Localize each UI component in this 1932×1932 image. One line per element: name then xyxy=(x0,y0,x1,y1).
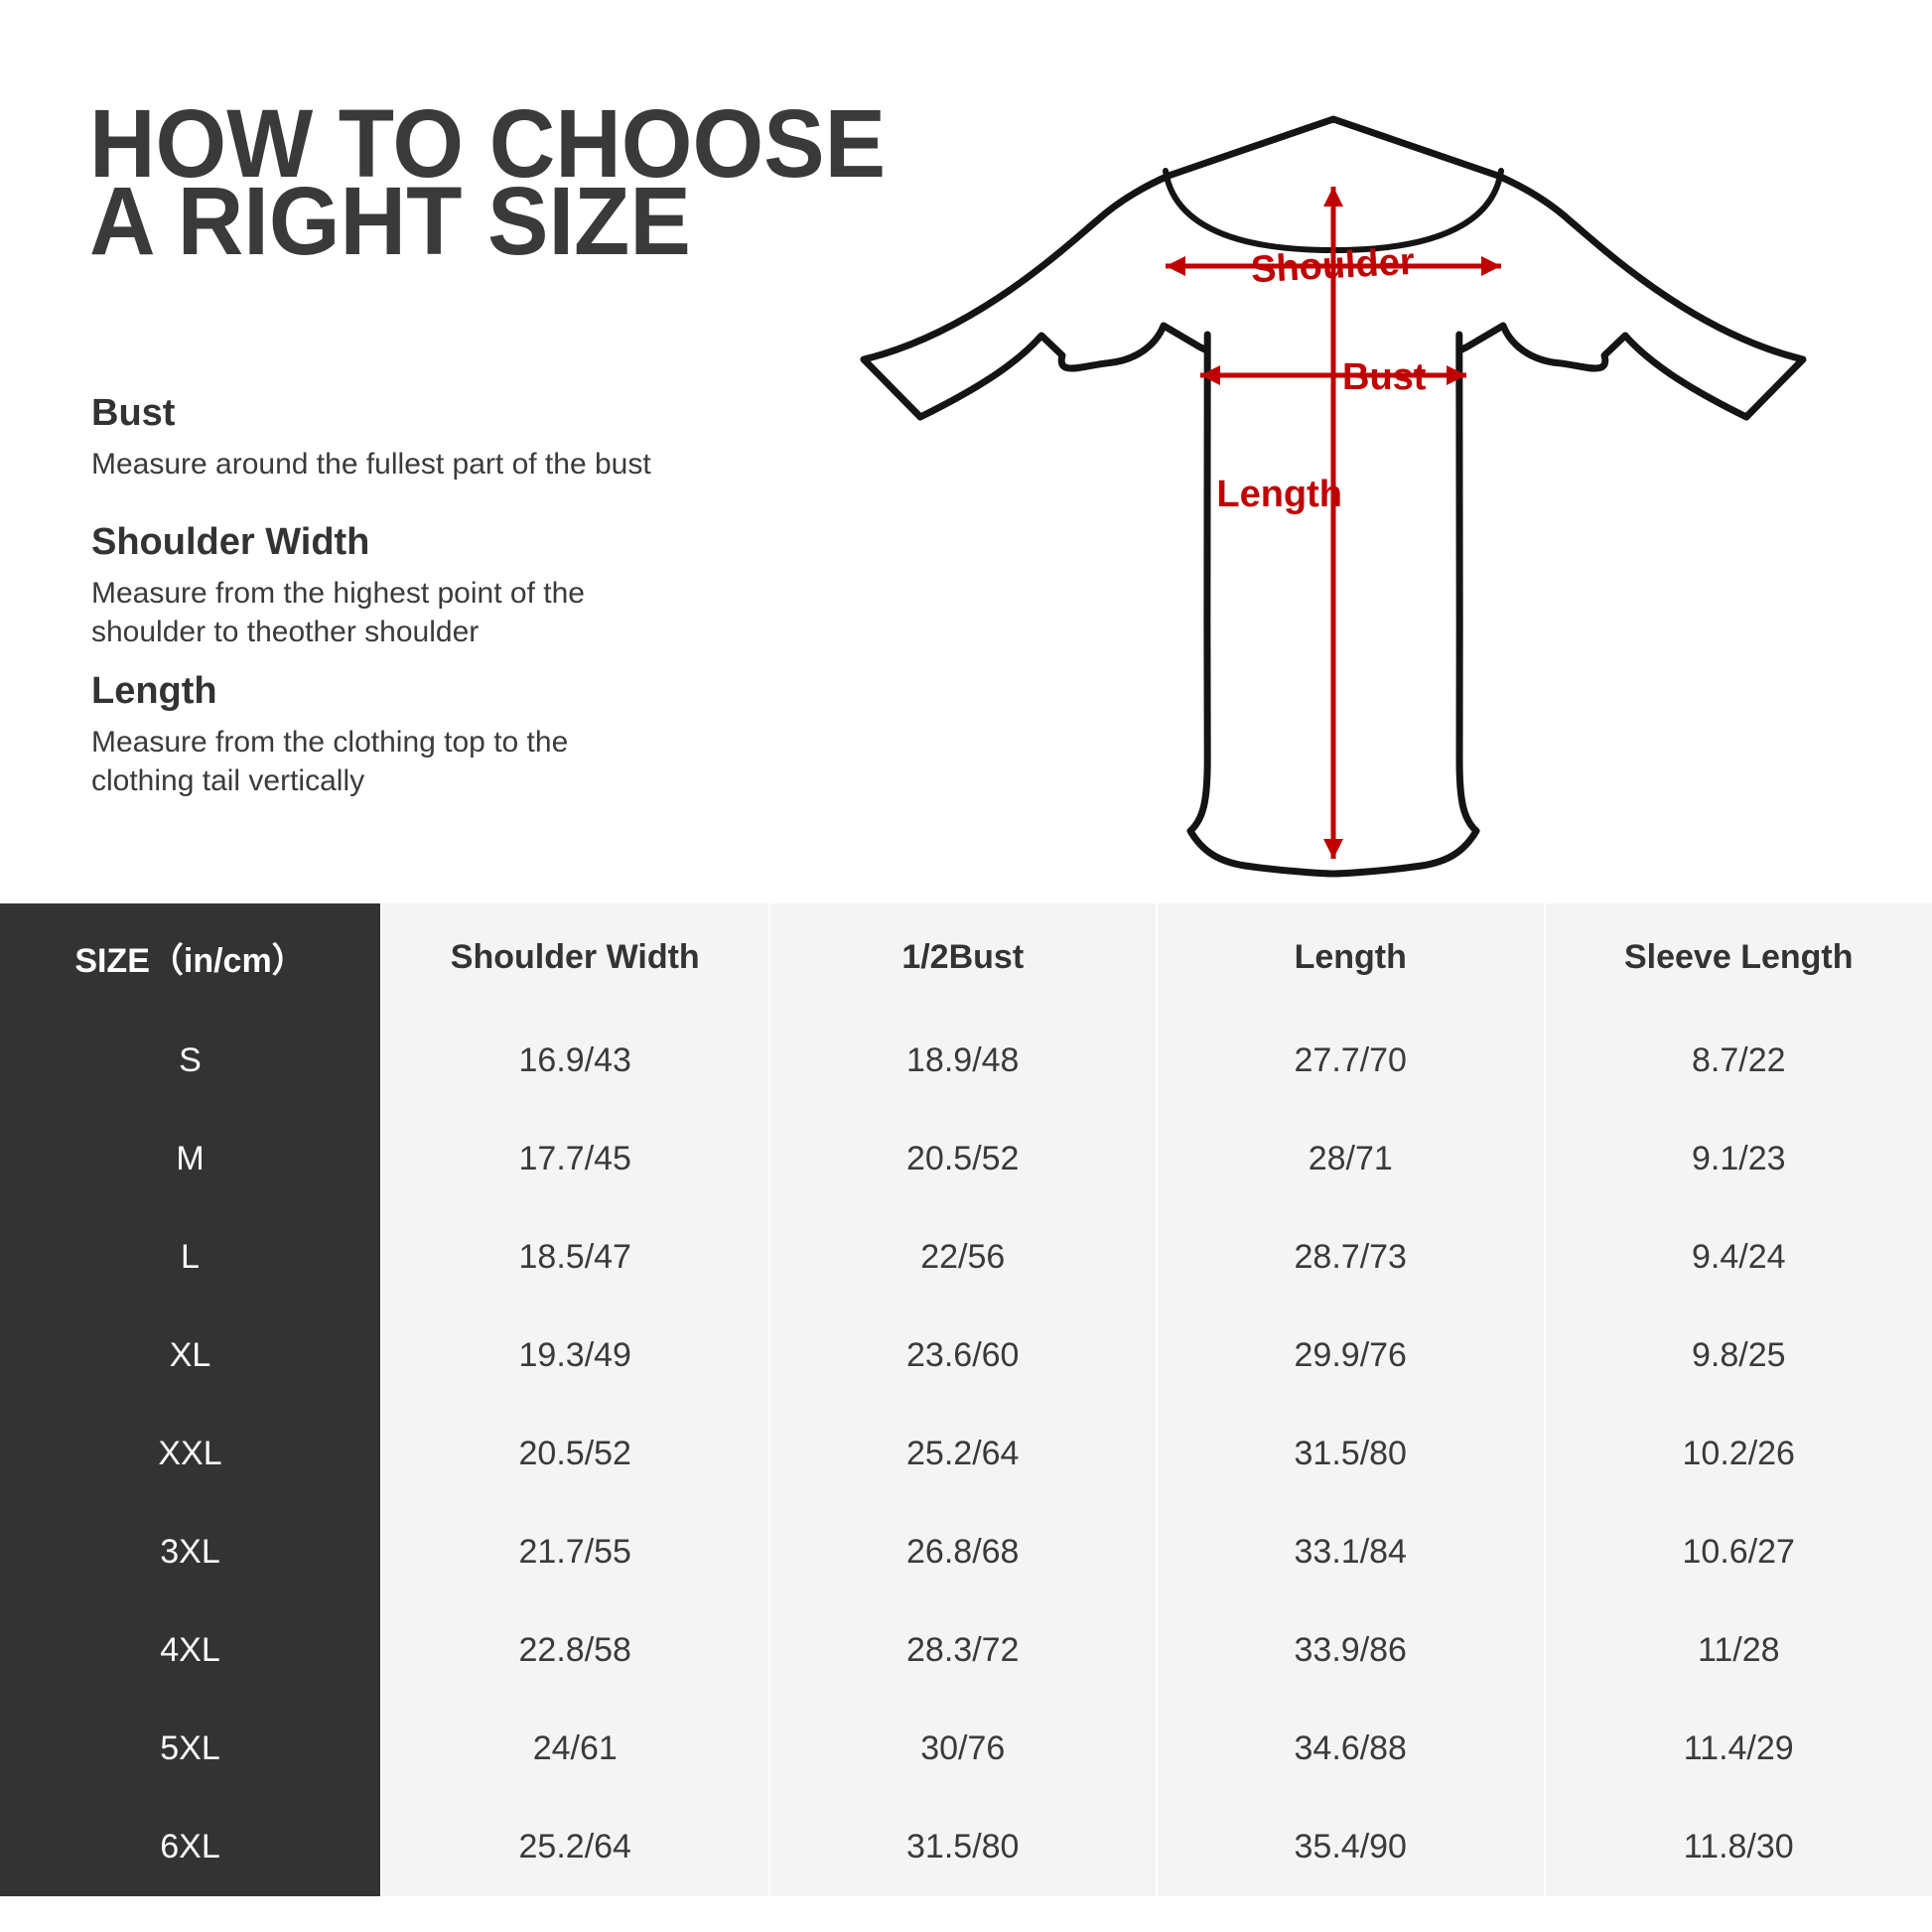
svg-text:Length: Length xyxy=(1216,474,1342,515)
svg-text:Bust: Bust xyxy=(1342,356,1427,398)
svg-text:Shoulder: Shoulder xyxy=(1250,241,1416,292)
